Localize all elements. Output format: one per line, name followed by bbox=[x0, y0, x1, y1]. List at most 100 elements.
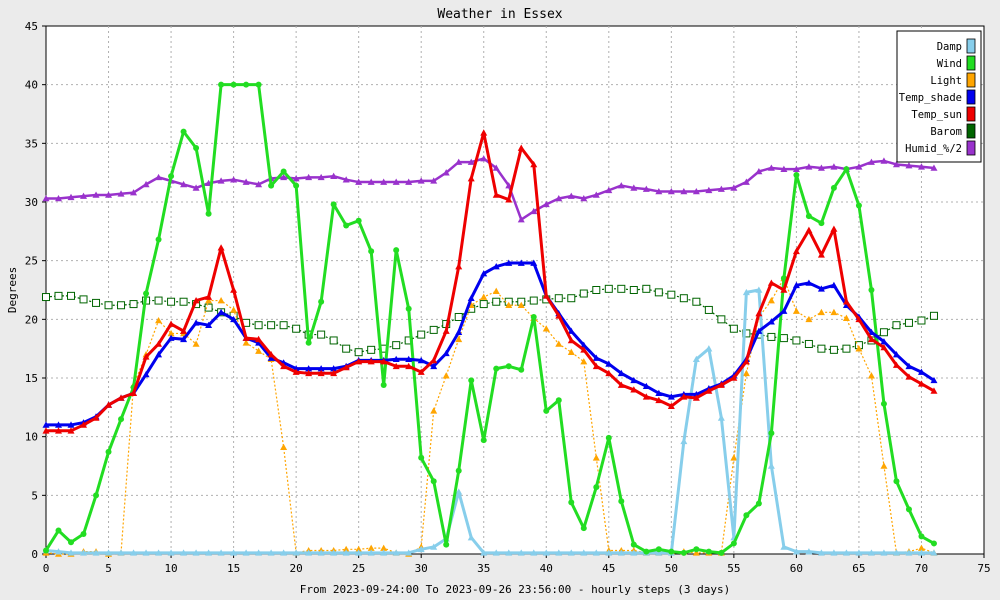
data-point bbox=[667, 187, 675, 195]
legend-label: Humid_%/2 bbox=[905, 143, 962, 155]
data-point bbox=[217, 549, 225, 556]
data-point bbox=[805, 315, 813, 323]
data-point bbox=[630, 376, 638, 384]
data-point bbox=[792, 281, 800, 289]
data-point bbox=[218, 81, 225, 88]
data-point bbox=[155, 236, 162, 243]
data-point bbox=[805, 279, 813, 286]
data-point bbox=[667, 290, 676, 299]
data-point bbox=[317, 173, 325, 181]
data-point bbox=[730, 374, 738, 381]
data-point bbox=[605, 360, 613, 367]
y-tick-label: 20 bbox=[25, 313, 38, 326]
x-tick-label: 50 bbox=[665, 562, 678, 575]
data-point bbox=[505, 196, 513, 203]
data-point bbox=[130, 189, 138, 196]
legend: Damp Wind Light Temp_shade Temp_sun Barom Humi… bbox=[896, 30, 982, 163]
data-point bbox=[492, 263, 500, 270]
data-point bbox=[479, 300, 488, 309]
data-point bbox=[917, 316, 926, 325]
data-point bbox=[480, 437, 487, 444]
data-point bbox=[355, 549, 363, 556]
data-point bbox=[442, 349, 450, 357]
data-point bbox=[692, 187, 700, 195]
data-point bbox=[230, 549, 238, 556]
data-point bbox=[80, 192, 88, 199]
data-point bbox=[817, 549, 825, 556]
data-point bbox=[130, 549, 138, 556]
data-point bbox=[805, 226, 813, 233]
legend-swatch bbox=[966, 38, 976, 54]
data-point bbox=[467, 294, 475, 302]
data-point bbox=[830, 225, 838, 232]
data-point bbox=[55, 427, 63, 434]
data-point bbox=[55, 548, 63, 555]
data-point bbox=[80, 549, 88, 556]
data-point bbox=[668, 548, 675, 555]
data-point bbox=[205, 293, 213, 300]
data-point bbox=[267, 549, 275, 556]
data-point bbox=[192, 297, 200, 304]
data-point bbox=[605, 434, 612, 441]
data-point bbox=[330, 172, 338, 179]
data-point bbox=[230, 315, 238, 323]
data-point bbox=[592, 286, 601, 294]
data-point bbox=[767, 279, 775, 286]
data-point bbox=[180, 549, 188, 556]
data-point bbox=[892, 321, 901, 330]
legend-swatch bbox=[966, 72, 976, 88]
data-point bbox=[305, 339, 312, 346]
data-point bbox=[367, 178, 375, 185]
data-point bbox=[755, 309, 763, 317]
data-point bbox=[892, 160, 900, 168]
data-point bbox=[454, 312, 463, 321]
data-point bbox=[155, 340, 163, 347]
data-point bbox=[517, 259, 525, 266]
data-point bbox=[630, 549, 638, 556]
series-line bbox=[46, 131, 935, 433]
legend-label: Temp_shade bbox=[899, 92, 962, 104]
data-point bbox=[667, 402, 675, 409]
data-point bbox=[168, 173, 175, 180]
data-point bbox=[368, 248, 375, 255]
data-point bbox=[680, 187, 688, 195]
data-point bbox=[142, 180, 150, 188]
data-point bbox=[455, 467, 462, 474]
data-point bbox=[342, 363, 350, 371]
data-point bbox=[480, 293, 488, 300]
plot-area bbox=[45, 25, 985, 555]
data-point bbox=[455, 488, 463, 495]
data-point bbox=[430, 356, 438, 364]
data-point bbox=[729, 324, 738, 333]
data-point bbox=[755, 327, 763, 334]
data-point bbox=[617, 284, 626, 293]
data-point bbox=[392, 341, 401, 350]
data-point bbox=[342, 545, 350, 553]
data-point bbox=[180, 128, 187, 135]
data-point bbox=[843, 166, 850, 173]
data-point bbox=[180, 327, 188, 334]
data-point bbox=[43, 547, 49, 554]
data-point bbox=[768, 430, 775, 437]
data-point bbox=[855, 202, 862, 209]
x-tick-label: 20 bbox=[290, 562, 303, 575]
data-point bbox=[655, 546, 662, 553]
data-point bbox=[155, 317, 163, 324]
data-point bbox=[292, 368, 300, 375]
data-point bbox=[392, 178, 400, 185]
data-point bbox=[830, 308, 838, 316]
data-point bbox=[892, 351, 900, 358]
data-point bbox=[692, 549, 700, 556]
x-tick-label: 5 bbox=[105, 562, 112, 575]
data-point bbox=[92, 298, 101, 307]
data-point bbox=[655, 396, 663, 404]
data-point bbox=[867, 549, 875, 556]
data-point bbox=[517, 301, 525, 309]
data-point bbox=[792, 548, 800, 555]
data-point bbox=[505, 363, 512, 370]
data-point bbox=[342, 549, 350, 556]
data-point bbox=[430, 362, 438, 370]
data-point bbox=[155, 351, 163, 358]
